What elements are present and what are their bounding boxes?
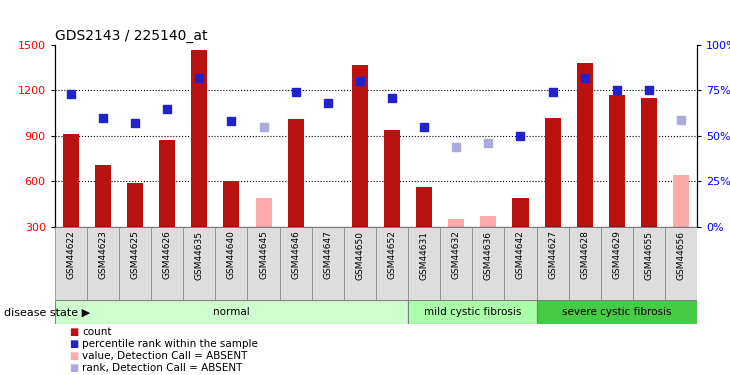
Bar	[569, 227, 601, 300]
Point	[129, 120, 141, 126]
Bar	[577, 63, 593, 227]
Point	[258, 124, 269, 130]
Bar	[344, 227, 376, 300]
Point	[675, 117, 687, 123]
Bar	[537, 227, 569, 300]
Point	[193, 75, 205, 81]
Bar	[247, 227, 280, 300]
Bar	[512, 198, 529, 227]
Bar	[665, 227, 697, 300]
Text: GSM44646: GSM44646	[291, 231, 300, 279]
Text: GSM44635: GSM44635	[195, 231, 204, 279]
Bar	[480, 216, 496, 227]
Text: GSM44645: GSM44645	[259, 231, 268, 279]
Text: GSM44627: GSM44627	[548, 231, 557, 279]
Text: disease state ▶: disease state ▶	[4, 307, 90, 317]
Bar	[255, 198, 272, 227]
Text: GSM44636: GSM44636	[484, 231, 493, 279]
Point	[97, 115, 109, 121]
Point	[418, 124, 430, 130]
Text: ■: ■	[69, 351, 79, 361]
Text: rank, Detection Call = ABSENT: rank, Detection Call = ABSENT	[82, 363, 243, 373]
Bar	[312, 227, 344, 300]
Text: GSM44640: GSM44640	[227, 231, 236, 279]
Bar	[408, 227, 440, 300]
Text: GSM44632: GSM44632	[452, 231, 461, 279]
Bar	[408, 300, 537, 324]
Bar	[537, 300, 697, 324]
Text: ■: ■	[69, 327, 79, 337]
Bar	[191, 50, 207, 227]
Bar	[633, 227, 665, 300]
Point	[290, 89, 301, 95]
Text: severe cystic fibrosis: severe cystic fibrosis	[562, 307, 672, 317]
Bar	[127, 183, 143, 227]
Point	[483, 140, 494, 146]
Bar	[545, 118, 561, 227]
Bar	[416, 188, 432, 227]
Text: GSM44623: GSM44623	[99, 231, 107, 279]
Bar	[55, 227, 87, 300]
Bar	[384, 130, 400, 227]
Point	[161, 106, 173, 112]
Text: ■: ■	[69, 363, 79, 373]
Bar	[280, 227, 312, 300]
Text: percentile rank within the sample: percentile rank within the sample	[82, 339, 258, 349]
Text: GSM44626: GSM44626	[163, 231, 172, 279]
Bar	[183, 227, 215, 300]
Point	[65, 91, 77, 97]
Bar	[159, 141, 175, 227]
Text: mild cystic fibrosis: mild cystic fibrosis	[423, 307, 521, 317]
Text: value, Detection Call = ABSENT: value, Detection Call = ABSENT	[82, 351, 248, 361]
Bar	[609, 95, 625, 227]
Point	[611, 87, 623, 93]
Bar	[288, 119, 304, 227]
Text: GSM44642: GSM44642	[516, 231, 525, 279]
Text: normal: normal	[213, 307, 250, 317]
Text: GSM44628: GSM44628	[580, 231, 589, 279]
Bar	[673, 176, 689, 227]
Text: GSM44656: GSM44656	[677, 231, 685, 279]
Point	[643, 87, 655, 93]
Bar	[641, 98, 657, 227]
Text: GSM44650: GSM44650	[356, 231, 364, 279]
Text: GSM44652: GSM44652	[388, 231, 396, 279]
Text: GSM44629: GSM44629	[612, 231, 621, 279]
Bar	[87, 227, 119, 300]
Text: GSM44622: GSM44622	[66, 231, 75, 279]
Bar	[376, 227, 408, 300]
Point	[354, 78, 366, 84]
Point	[547, 89, 558, 95]
Bar	[472, 227, 504, 300]
Point	[450, 144, 462, 150]
Point	[579, 75, 591, 81]
Point	[515, 133, 526, 139]
Text: GSM44631: GSM44631	[420, 231, 429, 279]
Bar	[223, 182, 239, 227]
Text: GDS2143 / 225140_at: GDS2143 / 225140_at	[55, 28, 207, 43]
Text: GSM44647: GSM44647	[323, 231, 332, 279]
Text: count: count	[82, 327, 112, 337]
Bar	[215, 227, 247, 300]
Bar	[95, 165, 111, 227]
Point	[386, 95, 398, 101]
Text: GSM44655: GSM44655	[645, 231, 653, 279]
Bar	[151, 227, 183, 300]
Text: ■: ■	[69, 339, 79, 349]
Bar	[601, 227, 633, 300]
Bar	[504, 227, 537, 300]
Point	[322, 100, 334, 106]
Bar	[63, 134, 79, 227]
Point	[226, 118, 237, 124]
Bar	[440, 227, 472, 300]
Bar	[352, 65, 368, 227]
Bar	[55, 300, 408, 324]
Text: GSM44625: GSM44625	[131, 231, 139, 279]
Bar	[119, 227, 151, 300]
Bar	[448, 219, 464, 227]
